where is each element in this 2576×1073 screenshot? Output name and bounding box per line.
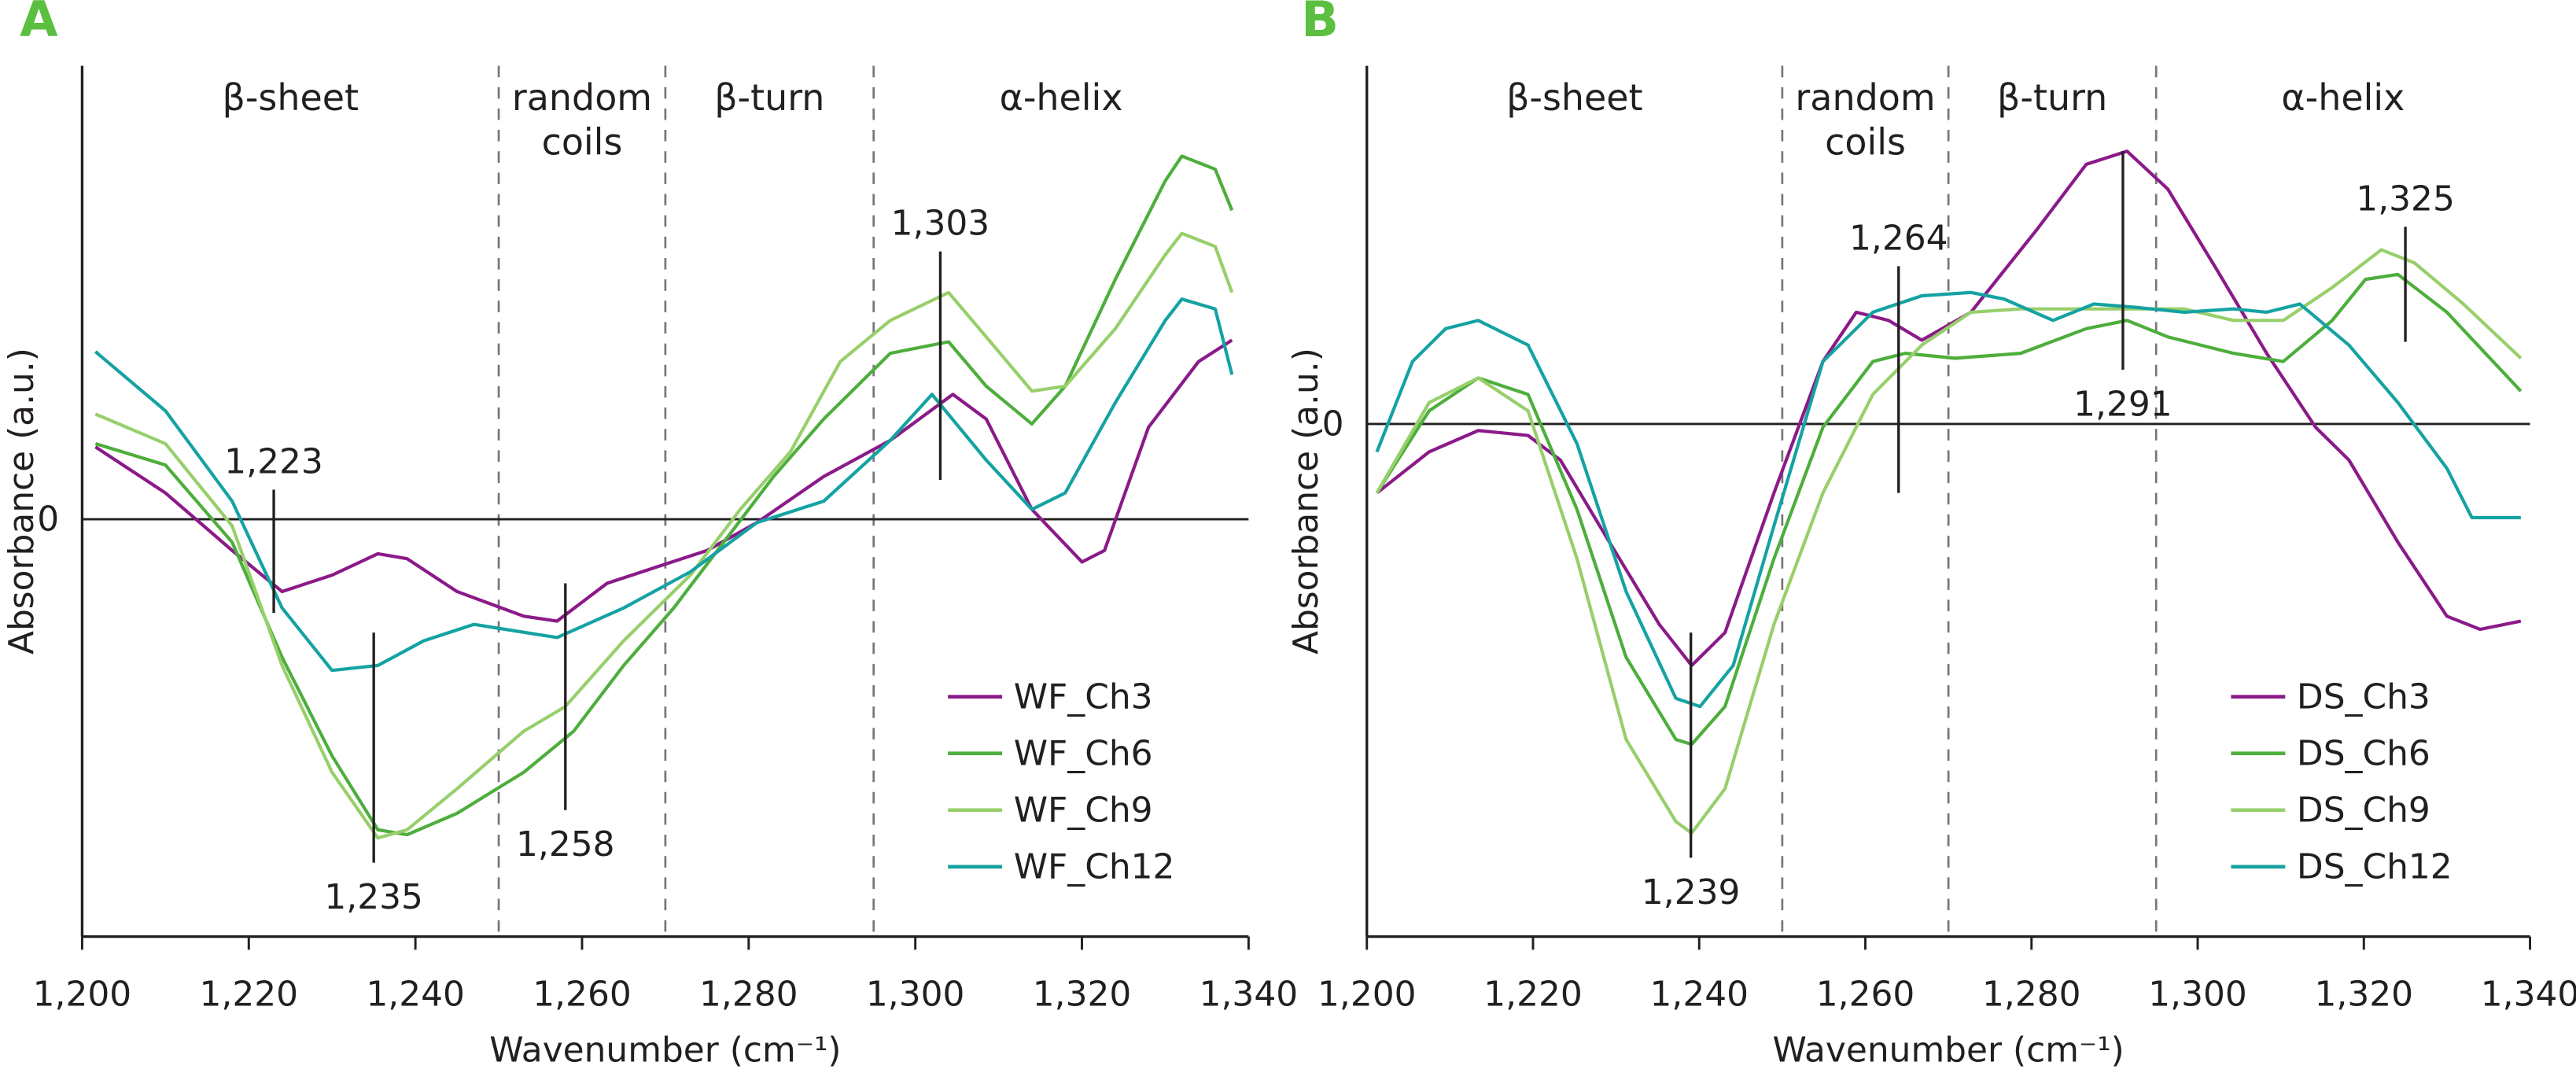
legend-label: DS_Ch9	[2297, 790, 2430, 830]
peak-label: 1,239	[1642, 872, 1741, 913]
legend-label: DS_Ch3	[2297, 677, 2430, 717]
y-tick-label: 0	[1322, 404, 1344, 444]
region-label: α-helix	[2281, 76, 2405, 119]
legend-label: WF_Ch3	[1014, 677, 1153, 717]
panel-label: B	[1301, 0, 1339, 48]
x-tick-label: 1,200	[1317, 974, 1417, 1014]
series-line-wf-ch6	[94, 154, 1234, 837]
x-tick-label: 1,340	[1200, 974, 1299, 1014]
x-tick-label: 1,340	[2481, 974, 2576, 1014]
series-line-ds-ch3	[1376, 149, 2522, 668]
series-line-wf-ch9	[94, 231, 1234, 840]
y-axis-label: Absorbance (a.u.)	[1286, 348, 1326, 654]
x-tick-label: 1,300	[866, 974, 965, 1014]
region-label: β-turn	[1997, 76, 2107, 119]
x-axis-label: Wavenumber (cm⁻¹)	[1772, 1030, 2124, 1070]
peak-label: 1,264	[1849, 219, 1948, 259]
x-axis-label: Wavenumber (cm⁻¹)	[489, 1030, 841, 1070]
peak-label: 1,258	[516, 824, 615, 865]
region-label: α-helix	[1000, 76, 1123, 119]
y-axis-label: Absorbance (a.u.)	[2, 348, 42, 654]
x-tick-label: 1,220	[199, 974, 298, 1014]
region-label: β-sheet	[223, 76, 359, 119]
region-label: random	[1795, 76, 1935, 119]
peak-label: 1,325	[2356, 179, 2455, 219]
peak-label: 1,223	[224, 442, 323, 482]
series-line-ds-ch6	[1375, 272, 2523, 747]
region-label: coils	[1825, 120, 1906, 163]
x-tick-label: 1,320	[2314, 974, 2413, 1014]
peak-label: 1,235	[324, 877, 423, 917]
x-tick-label: 1,240	[366, 974, 465, 1014]
region-label: β-turn	[714, 76, 824, 119]
peak-label: 1,291	[2073, 384, 2172, 424]
series-line-ds-ch9	[1375, 248, 2523, 835]
x-tick-label: 1,280	[699, 974, 798, 1014]
region-label: β-sheet	[1506, 76, 1642, 119]
x-tick-label: 1,260	[533, 974, 632, 1014]
y-tick-label: 0	[37, 500, 59, 540]
legend-label: DS_Ch12	[2297, 846, 2453, 887]
x-tick-label: 1,240	[1649, 974, 1749, 1014]
x-tick-label: 1,220	[1483, 974, 1583, 1014]
region-label: random	[512, 76, 652, 119]
peak-label: 1,303	[891, 204, 990, 244]
x-tick-label: 1,320	[1033, 974, 1132, 1014]
legend-label: WF_Ch6	[1014, 733, 1153, 773]
x-tick-label: 1,260	[1816, 974, 1915, 1014]
panel-label: A	[20, 0, 58, 48]
series-line-ds-ch12	[1375, 290, 2521, 709]
x-tick-label: 1,280	[1982, 974, 2081, 1014]
x-tick-label: 1,300	[2148, 974, 2247, 1014]
region-label: coils	[542, 120, 623, 163]
x-tick-label: 1,200	[33, 974, 132, 1014]
legend-label: WF_Ch9	[1014, 790, 1153, 830]
series-line-wf-ch12	[94, 297, 1234, 673]
legend-label: WF_Ch12	[1014, 846, 1175, 887]
legend-label: DS_Ch6	[2297, 733, 2430, 773]
series-line-wf-ch3	[94, 338, 1233, 623]
